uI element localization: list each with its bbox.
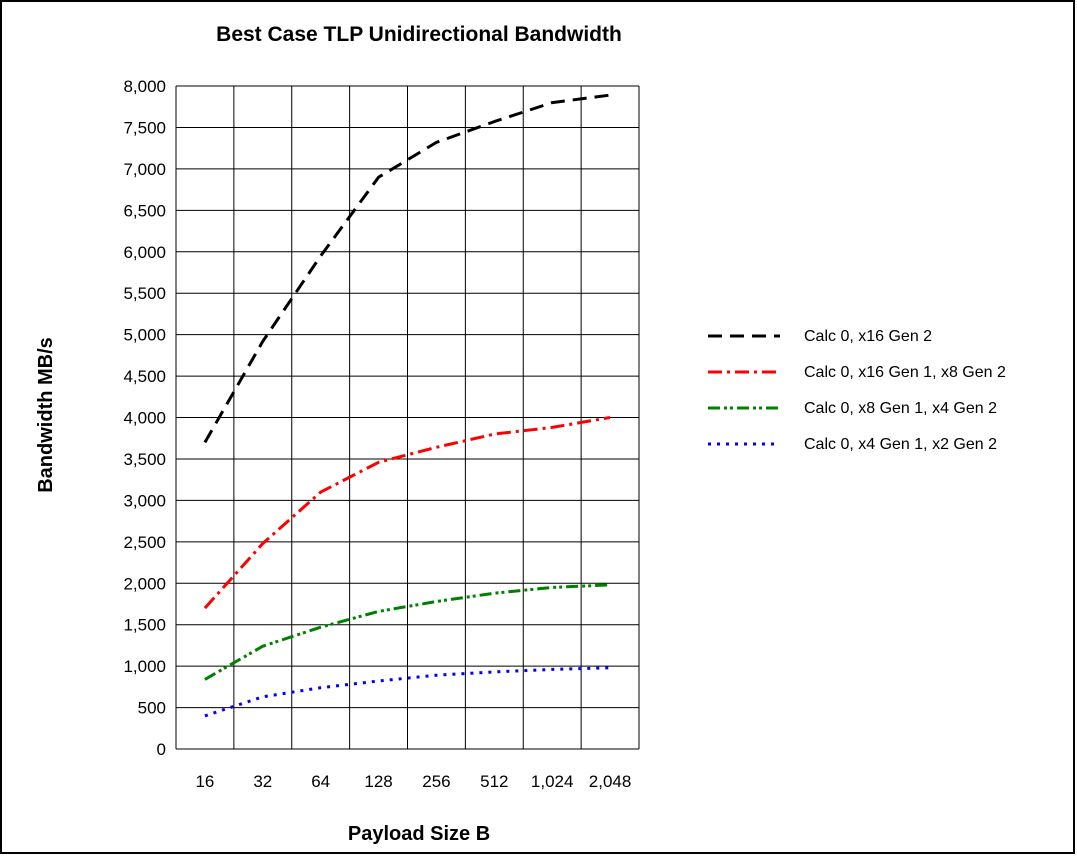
- legend-label: Calc 0, x4 Gen 1, x2 Gen 2: [804, 436, 997, 453]
- y-tick-label: 5,500: [123, 284, 166, 303]
- y-tick-label: 2,000: [123, 574, 166, 593]
- legend-label: Calc 0, x8 Gen 1, x4 Gen 2: [804, 400, 997, 417]
- x-tick-label: 64: [311, 772, 330, 791]
- x-tick-label: 16: [195, 772, 214, 791]
- y-tick-label: 4,000: [123, 409, 166, 428]
- legend: Calc 0, x16 Gen 2 Calc 0, x16 Gen 1, x8 G…: [708, 328, 1006, 453]
- y-tick-label: 3,500: [123, 450, 166, 469]
- y-tick-label: 6,500: [123, 201, 166, 220]
- series-lines: [203, 93, 611, 718]
- y-tick-label: 2,500: [123, 533, 166, 552]
- legend-label: Calc 0, x16 Gen 2: [804, 328, 932, 345]
- x-tick-label: 1,024: [531, 772, 574, 791]
- series-line-4: [204, 666, 611, 718]
- legend-label: Calc 0, x16 Gen 1, x8 Gen 2: [804, 364, 1006, 381]
- y-axis-title: Bandwidth MB/s: [35, 337, 57, 493]
- x-tick-label: 128: [364, 772, 392, 791]
- chart-title: Best Case TLP Unidirectional Bandwidth: [216, 23, 622, 46]
- y-tick-label: 8,000: [123, 77, 166, 96]
- x-tick-label: 512: [480, 772, 508, 791]
- x-tick-label: 2,048: [589, 772, 632, 791]
- y-tick-label: 7,500: [123, 118, 166, 137]
- y-tick-label: 4,500: [123, 367, 166, 386]
- y-tick-label: 3,000: [123, 491, 166, 510]
- y-tick-label: 7,000: [123, 160, 166, 179]
- x-axis-title: Payload Size B: [348, 823, 490, 845]
- y-tick-label: 5,000: [123, 326, 166, 345]
- y-tick-label: 6,000: [123, 243, 166, 262]
- y-tick-label: 0: [157, 740, 166, 759]
- y-tick-label: 500: [138, 699, 166, 718]
- series-line-3: [204, 583, 611, 681]
- y-tick-label: 1,000: [123, 657, 166, 676]
- x-tick-label: 32: [253, 772, 272, 791]
- x-tick-label: 256: [422, 772, 450, 791]
- tick-labels: 0 500 1,000 1,500 2,000 2,500 3,000 3,500 4,000 4…: [123, 77, 631, 791]
- y-tick-label: 1,500: [123, 616, 166, 635]
- grid: [175, 85, 640, 750]
- series-line-1: [203, 93, 611, 444]
